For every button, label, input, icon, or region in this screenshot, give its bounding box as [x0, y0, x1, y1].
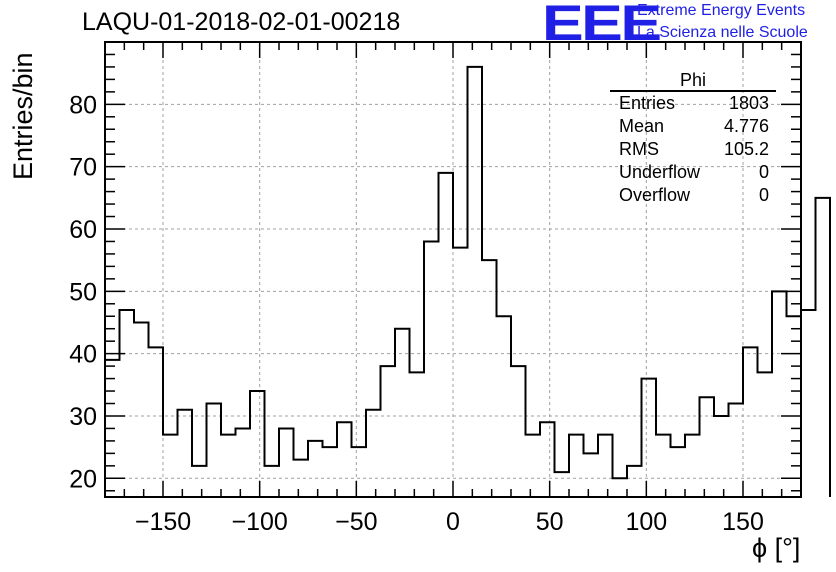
x-tick-label: −100 [232, 508, 288, 536]
stats-title: Phi [610, 70, 776, 92]
logo-line-2: La Scienza nelle Scuole [637, 24, 808, 41]
tick-labels: −150 −100 −50 0 50 100 150 20 30 40 50 60 70 80 [69, 91, 764, 536]
logo-line-1: Extreme Energy Events [637, 2, 806, 19]
x-tick-label: 150 [722, 508, 764, 536]
y-axis-label: Entries/bin [8, 52, 38, 180]
x-tick-label: −150 [135, 508, 191, 536]
stats-label: Overflow [619, 185, 691, 205]
stats-label: Entries [619, 93, 676, 113]
y-tick-label: 20 [69, 465, 97, 493]
y-tick-label: 70 [69, 154, 97, 182]
y-tick-label: 60 [69, 216, 97, 244]
stats-value: 1803 [728, 93, 769, 113]
stats-value: 105.2 [723, 139, 769, 159]
stats-row-overflow: Overflow 0 [610, 184, 776, 207]
stats-label: RMS [619, 139, 659, 159]
x-tick-label: 50 [536, 508, 564, 536]
eee-logo: EEE [542, 0, 662, 51]
stats-value: 0 [758, 185, 769, 205]
stats-row-entries: Entries 1803 [610, 92, 776, 115]
histogram-line [104, 65, 831, 497]
y-tick-label: 30 [69, 403, 97, 431]
y-tick-label: 40 [69, 341, 97, 369]
stats-row-rms: RMS 105.2 [610, 138, 776, 161]
y-tick-label: 80 [69, 91, 97, 119]
stats-value: 4.776 [723, 116, 769, 136]
x-tick-label: −50 [335, 508, 377, 536]
stats-value: 0 [758, 162, 769, 182]
stats-row-mean: Mean 4.776 [610, 115, 776, 138]
x-tick-label: 100 [625, 508, 667, 536]
chart-title: LAQU-01-2018-02-01-00218 [82, 8, 401, 36]
y-tick-label: 50 [69, 278, 97, 306]
stats-label: Underflow [619, 162, 701, 182]
axis-ticks [104, 41, 802, 497]
stats-box: Phi Entries 1803 Mean 4.776 RMS 105.2 Un… [610, 70, 776, 207]
stats-row-underflow: Underflow 0 [610, 161, 776, 184]
x-tick-label: 0 [446, 508, 460, 536]
x-axis-label: ϕ [°] [752, 533, 801, 563]
stats-label: Mean [619, 116, 665, 136]
